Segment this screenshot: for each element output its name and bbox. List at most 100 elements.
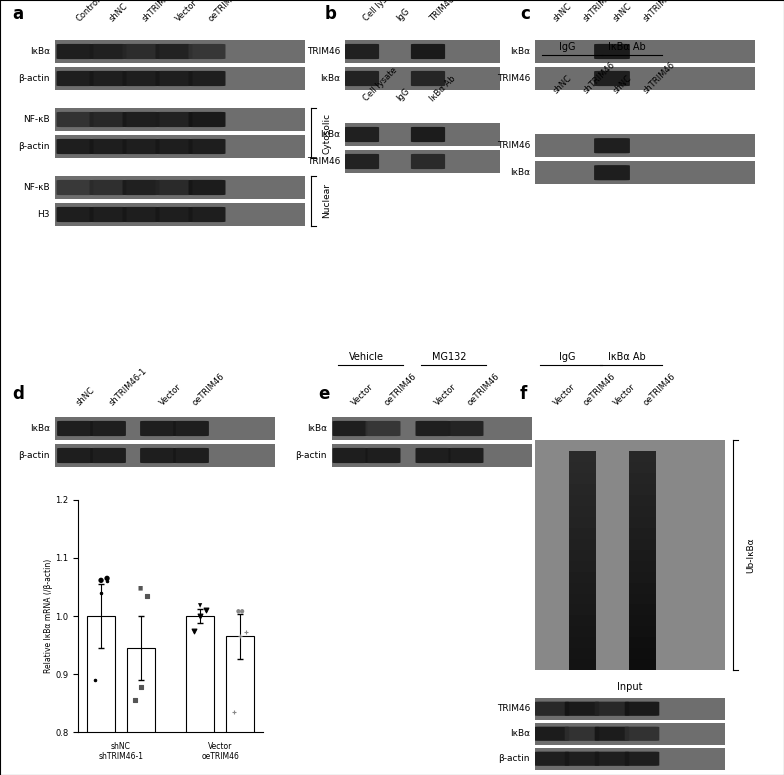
Bar (568, 539, 596, 549)
FancyBboxPatch shape (625, 701, 659, 716)
Bar (568, 615, 596, 626)
FancyBboxPatch shape (173, 448, 209, 463)
Bar (568, 549, 596, 561)
Text: e: e (318, 385, 329, 403)
FancyBboxPatch shape (90, 448, 126, 463)
Text: IgG: IgG (559, 352, 575, 362)
FancyBboxPatch shape (595, 752, 630, 766)
Text: Vector: Vector (350, 381, 376, 407)
Text: c: c (520, 5, 530, 23)
Text: NF-κB: NF-κB (24, 115, 50, 124)
Text: TRIM46 Ab: TRIM46 Ab (428, 0, 466, 23)
FancyBboxPatch shape (411, 44, 445, 59)
Bar (568, 593, 596, 604)
Point (188, 625, 201, 637)
Text: shTRIM46: shTRIM46 (582, 0, 617, 23)
FancyBboxPatch shape (345, 71, 379, 86)
Text: IκBα Ab: IκBα Ab (428, 74, 457, 103)
FancyBboxPatch shape (416, 448, 451, 463)
Text: Control: Control (75, 0, 103, 23)
Bar (568, 494, 596, 506)
Text: IκBα Ab: IκBα Ab (608, 352, 646, 362)
Text: β-actin: β-actin (19, 74, 50, 83)
Bar (87, 616, 114, 775)
Y-axis label: Relative IκBα mRNA (/β-actin): Relative IκBα mRNA (/β-actin) (44, 559, 53, 673)
Bar (629, 659, 655, 670)
FancyBboxPatch shape (594, 165, 630, 181)
FancyBboxPatch shape (122, 139, 159, 154)
FancyBboxPatch shape (188, 180, 226, 195)
FancyBboxPatch shape (56, 180, 93, 195)
FancyBboxPatch shape (57, 421, 93, 436)
Bar (629, 604, 655, 615)
FancyBboxPatch shape (595, 727, 630, 741)
Text: Vector: Vector (158, 381, 183, 407)
FancyBboxPatch shape (448, 421, 484, 436)
Text: shTRIM46: shTRIM46 (582, 60, 617, 95)
Text: oeTRIM46: oeTRIM46 (466, 371, 502, 407)
Text: TRIM46: TRIM46 (307, 47, 340, 56)
Text: oeTRIM46: oeTRIM46 (383, 371, 419, 407)
Text: IκBα: IκBα (30, 47, 50, 56)
Bar (568, 636, 596, 648)
FancyBboxPatch shape (535, 701, 569, 716)
Text: TRIM46: TRIM46 (496, 141, 530, 150)
Text: β-actin: β-actin (296, 451, 327, 460)
Text: shNC: shNC (108, 1, 130, 23)
FancyBboxPatch shape (89, 71, 126, 86)
FancyBboxPatch shape (140, 421, 176, 436)
Bar (568, 648, 596, 659)
Bar (629, 571, 655, 583)
Bar (629, 549, 655, 561)
Text: ●: ● (103, 575, 110, 581)
Text: Nuclear: Nuclear (322, 184, 332, 219)
FancyBboxPatch shape (122, 112, 159, 127)
FancyBboxPatch shape (564, 752, 599, 766)
FancyBboxPatch shape (155, 207, 193, 222)
Bar (629, 528, 655, 539)
Text: ●●: ●● (235, 608, 245, 613)
FancyBboxPatch shape (625, 752, 659, 766)
FancyBboxPatch shape (155, 44, 193, 59)
FancyBboxPatch shape (122, 180, 159, 195)
FancyBboxPatch shape (411, 71, 445, 86)
Text: shNC: shNC (75, 385, 97, 407)
Text: oeTRIM46: oeTRIM46 (582, 371, 618, 407)
Bar (629, 615, 655, 626)
FancyBboxPatch shape (594, 44, 630, 59)
FancyBboxPatch shape (173, 421, 209, 436)
Text: Vector: Vector (433, 381, 459, 407)
FancyBboxPatch shape (625, 727, 659, 741)
Text: IκBα: IκBα (510, 729, 530, 739)
Text: oeTRIM46: oeTRIM46 (207, 0, 243, 23)
FancyBboxPatch shape (155, 112, 193, 127)
Bar (629, 625, 655, 637)
Text: Vehicle: Vehicle (349, 352, 384, 362)
Bar (568, 659, 596, 670)
Bar (629, 473, 655, 484)
FancyBboxPatch shape (411, 127, 445, 142)
Bar (568, 473, 596, 484)
FancyBboxPatch shape (57, 448, 93, 463)
Bar (629, 560, 655, 572)
FancyBboxPatch shape (56, 44, 93, 59)
Point (234, 630, 247, 642)
Text: IgG: IgG (395, 6, 412, 23)
Point (200, 604, 212, 617)
Bar (629, 648, 655, 659)
Text: TRIM46: TRIM46 (496, 74, 530, 83)
FancyBboxPatch shape (56, 112, 93, 127)
Text: oeTRIM46: oeTRIM46 (642, 371, 678, 407)
Bar (187, 616, 214, 775)
FancyBboxPatch shape (345, 127, 379, 142)
Text: β-actin: β-actin (499, 754, 530, 763)
FancyBboxPatch shape (89, 112, 126, 127)
Text: shTRIM46-1: shTRIM46-1 (108, 366, 149, 407)
FancyBboxPatch shape (89, 180, 126, 195)
FancyBboxPatch shape (155, 71, 193, 86)
Text: IκBα: IκBα (307, 424, 327, 433)
Text: shTRIM46: shTRIM46 (642, 60, 677, 95)
Text: IgG: IgG (559, 42, 575, 52)
Text: ●: ● (98, 577, 103, 583)
FancyBboxPatch shape (56, 207, 93, 222)
